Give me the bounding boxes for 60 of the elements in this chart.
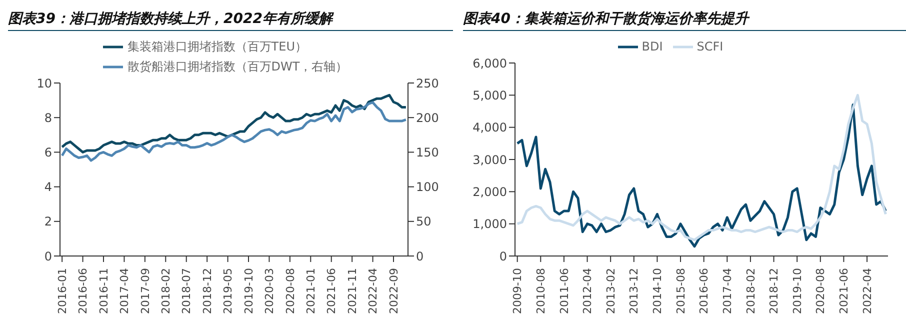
x-tick-label: 2012-04: [581, 268, 594, 314]
x-tick-label: 2014-10: [651, 268, 664, 314]
y2-tick-label: 50: [416, 214, 432, 229]
y-tick-label: 10: [36, 76, 52, 90]
x-tick-label: 2018-12: [200, 268, 214, 314]
x-tick-label: 2019-10: [790, 268, 804, 314]
x-tick-label: 2019-10: [242, 268, 256, 314]
x-tick-label: 2022-09: [387, 268, 400, 314]
x-tick-label: 2011-06: [558, 268, 571, 314]
x-tick-label: 2010-08: [534, 268, 548, 314]
x-tick-label: 2009-10: [511, 268, 524, 314]
x-tick-label: 2020-08: [284, 268, 297, 314]
legend-label: SCFI: [696, 39, 724, 54]
x-tick-label: 2019-05: [222, 268, 235, 314]
y2-tick-label: 0: [416, 249, 424, 264]
y-tick-label: 4,000: [472, 120, 507, 135]
y-tick-label: 3,000: [472, 152, 507, 167]
x-tick-label: 2015-08: [674, 268, 688, 314]
x-tick-label: 2021-06: [838, 268, 851, 314]
x-tick-label: 2013-12: [628, 268, 641, 314]
y2-tick-label: 150: [416, 145, 439, 160]
x-tick-label: 2017-09: [138, 268, 152, 314]
x-tick-label: 2018-02: [159, 268, 172, 314]
y-tick-label: 6: [44, 145, 52, 160]
y-tick-label: 2,000: [472, 184, 507, 199]
y-tick-label: 0: [44, 249, 52, 264]
line-series: [60, 101, 408, 162]
x-tick-label: 2020-03: [263, 268, 276, 314]
y-tick-label: 4: [44, 180, 52, 194]
x-tick-label: 2017-04: [720, 268, 734, 314]
x-tick-label: 2021-06: [325, 268, 338, 314]
y2-tick-label: 200: [416, 110, 439, 125]
x-tick-label: 2018-12: [768, 268, 781, 314]
chart-title: 图表40：集装箱运价和干散货海运价率先提升: [463, 8, 906, 31]
x-tick-label: 2016-01: [56, 268, 69, 314]
y-tick-label: 5,000: [472, 88, 507, 102]
x-tick-label: 2018-02: [744, 268, 758, 314]
x-tick-label: 2016-11: [97, 268, 110, 314]
x-tick-label: 2021-11: [346, 268, 359, 314]
y-tick-label: 6,000: [472, 56, 507, 70]
chart-title: 图表39：港口拥堵指数持续上升，2022年有所缓解: [8, 8, 453, 31]
y-tick-label: 8: [44, 110, 52, 125]
legend-label: 集装箱港口拥堵指数（百万TEU）: [127, 39, 307, 54]
line-series: [60, 94, 408, 154]
x-tick-label: 2017-04: [118, 268, 132, 314]
x-tick-label: 2022-04: [860, 268, 874, 314]
x-tick-label: 2013-02: [604, 268, 618, 314]
y-tick-label: 1,000: [472, 217, 507, 232]
x-tick-label: 2016-06: [76, 268, 90, 314]
y2-tick-label: 250: [416, 76, 439, 90]
x-tick-label: 2016-06: [698, 268, 711, 314]
x-tick-label: 2018-07: [180, 268, 194, 314]
x-tick-label: 2021-01: [304, 268, 318, 314]
x-tick-label: 2020-08: [814, 268, 828, 314]
y-tick-label: 2: [44, 214, 52, 229]
x-tick-label: 2022-04: [366, 268, 380, 314]
legend-label: 散货船港口拥堵指数（百万DWT，右轴）: [127, 59, 348, 74]
legend-label: BDI: [642, 39, 663, 54]
y-tick-label: 0: [499, 249, 507, 264]
y2-tick-label: 100: [416, 180, 439, 194]
